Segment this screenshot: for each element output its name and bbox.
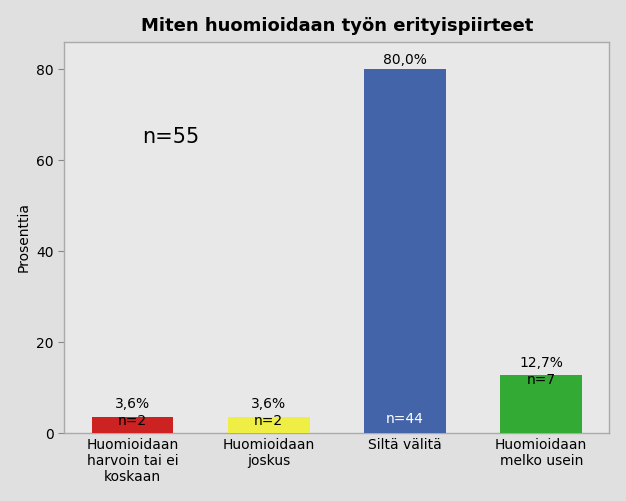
Y-axis label: Prosenttia: Prosenttia <box>17 202 31 273</box>
Text: n=2: n=2 <box>254 414 283 428</box>
Text: n=44: n=44 <box>386 412 424 426</box>
Text: n=2: n=2 <box>118 414 147 428</box>
Text: n=7: n=7 <box>526 373 556 387</box>
Text: 80,0%: 80,0% <box>383 53 427 67</box>
Bar <box>91 417 173 433</box>
Text: n=55: n=55 <box>142 127 199 147</box>
Bar <box>500 375 582 433</box>
Text: 3,6%: 3,6% <box>115 397 150 411</box>
Text: 12,7%: 12,7% <box>519 356 563 370</box>
Title: Miten huomioidaan työn erityispiirteet: Miten huomioidaan työn erityispiirteet <box>141 17 533 35</box>
Bar <box>364 69 446 433</box>
Bar <box>228 417 309 433</box>
Text: 3,6%: 3,6% <box>251 397 286 411</box>
